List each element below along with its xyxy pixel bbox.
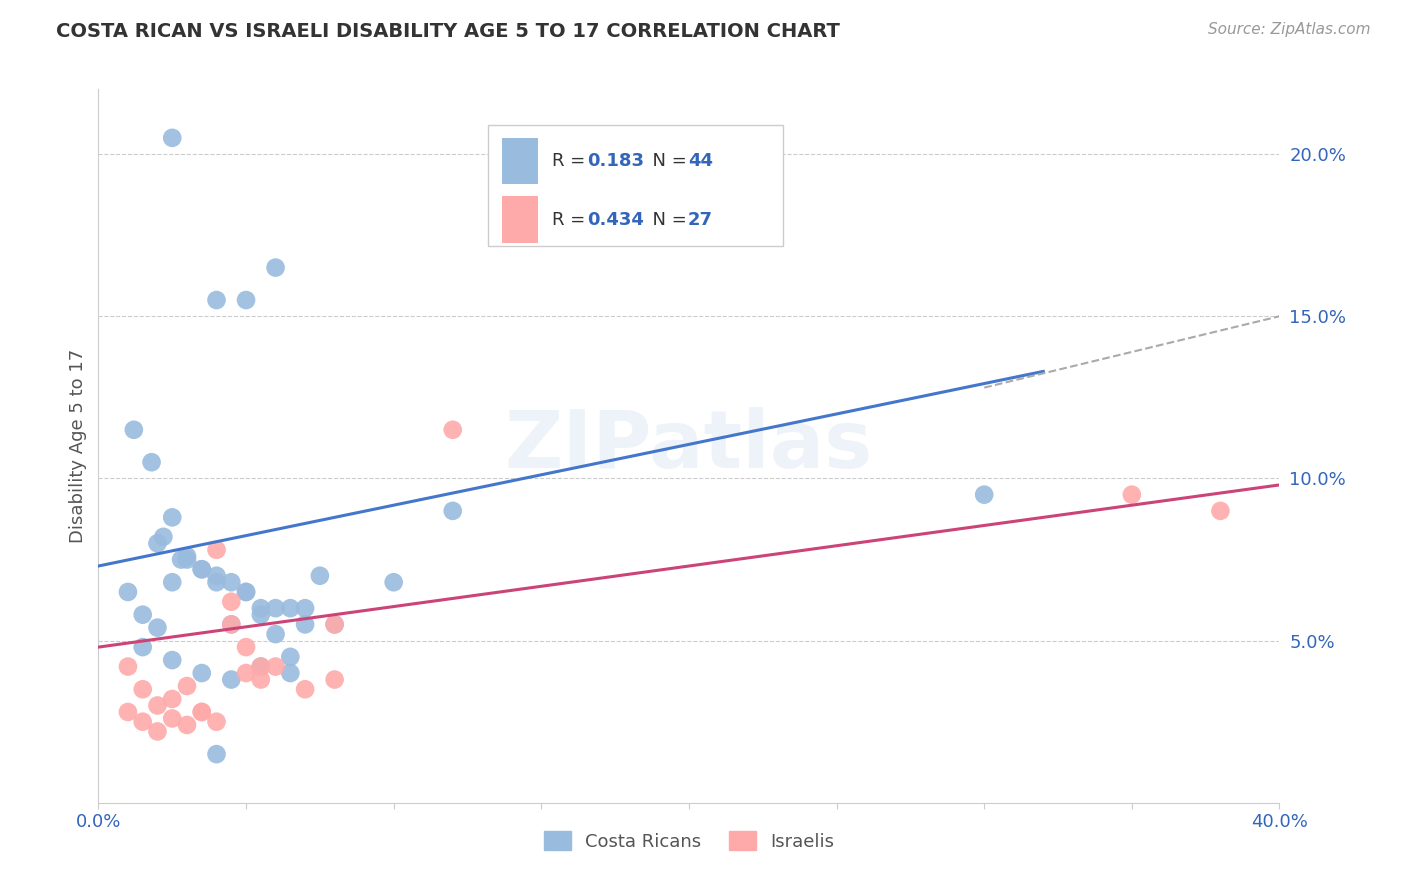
Point <box>235 666 257 681</box>
Point <box>176 552 198 566</box>
FancyBboxPatch shape <box>488 125 783 246</box>
Point <box>264 601 287 615</box>
Point <box>294 601 316 615</box>
Point <box>205 568 228 582</box>
Point <box>117 585 139 599</box>
Point <box>176 718 198 732</box>
Point <box>250 673 273 687</box>
Point <box>294 617 316 632</box>
Point <box>170 552 193 566</box>
Point <box>323 617 346 632</box>
Point <box>235 585 257 599</box>
Point <box>122 423 145 437</box>
Legend: Costa Ricans, Israelis: Costa Ricans, Israelis <box>537 824 841 858</box>
Point <box>162 575 183 590</box>
FancyBboxPatch shape <box>502 196 537 243</box>
Point <box>117 705 139 719</box>
FancyBboxPatch shape <box>502 138 537 185</box>
Point <box>205 293 228 307</box>
Point <box>191 562 214 576</box>
Point <box>309 568 332 582</box>
Point <box>250 659 273 673</box>
Point <box>191 562 214 576</box>
Point <box>205 747 228 761</box>
Point <box>382 575 405 590</box>
Point <box>250 607 273 622</box>
Text: COSTA RICAN VS ISRAELI DISABILITY AGE 5 TO 17 CORRELATION CHART: COSTA RICAN VS ISRAELI DISABILITY AGE 5 … <box>56 22 841 41</box>
Point <box>162 653 183 667</box>
Point <box>221 673 243 687</box>
Point <box>132 640 155 654</box>
Point <box>162 711 183 725</box>
Point <box>191 705 214 719</box>
Text: ZIPatlas: ZIPatlas <box>505 407 873 485</box>
Point <box>205 575 228 590</box>
Point <box>221 575 243 590</box>
Text: 44: 44 <box>688 153 713 170</box>
Point <box>146 698 169 713</box>
Point <box>146 621 169 635</box>
Point <box>280 601 302 615</box>
Y-axis label: Disability Age 5 to 17: Disability Age 5 to 17 <box>69 349 87 543</box>
Point <box>235 293 257 307</box>
Point <box>280 649 302 664</box>
Point <box>294 682 316 697</box>
Point <box>221 617 243 632</box>
Point <box>176 549 198 564</box>
Text: N =: N = <box>641 153 692 170</box>
Text: 0.183: 0.183 <box>588 153 644 170</box>
Point <box>205 714 228 729</box>
Point <box>235 585 257 599</box>
Point <box>132 714 155 729</box>
Text: Source: ZipAtlas.com: Source: ZipAtlas.com <box>1208 22 1371 37</box>
Point <box>141 455 163 469</box>
Point <box>205 542 228 557</box>
Point <box>117 659 139 673</box>
Point <box>973 488 995 502</box>
Point <box>191 666 214 681</box>
Point <box>250 659 273 673</box>
Point <box>162 510 183 524</box>
Point <box>191 705 214 719</box>
Point <box>264 260 287 275</box>
Point <box>221 595 243 609</box>
Point <box>280 666 302 681</box>
Point <box>132 607 155 622</box>
Point <box>441 504 464 518</box>
Point <box>235 640 257 654</box>
Point <box>146 724 169 739</box>
Point <box>162 131 183 145</box>
Text: N =: N = <box>641 211 692 228</box>
Text: 0.434: 0.434 <box>588 211 644 228</box>
Point <box>176 679 198 693</box>
Point <box>323 617 346 632</box>
Point <box>1209 504 1232 518</box>
Point <box>264 627 287 641</box>
Point <box>1121 488 1143 502</box>
Point <box>146 536 169 550</box>
Text: R =: R = <box>553 153 591 170</box>
Point <box>221 617 243 632</box>
Point <box>441 423 464 437</box>
Point <box>323 673 346 687</box>
Point <box>152 530 174 544</box>
Point <box>250 601 273 615</box>
Point <box>162 692 183 706</box>
Text: R =: R = <box>553 211 591 228</box>
Text: 27: 27 <box>688 211 713 228</box>
Point <box>132 682 155 697</box>
Point <box>264 659 287 673</box>
